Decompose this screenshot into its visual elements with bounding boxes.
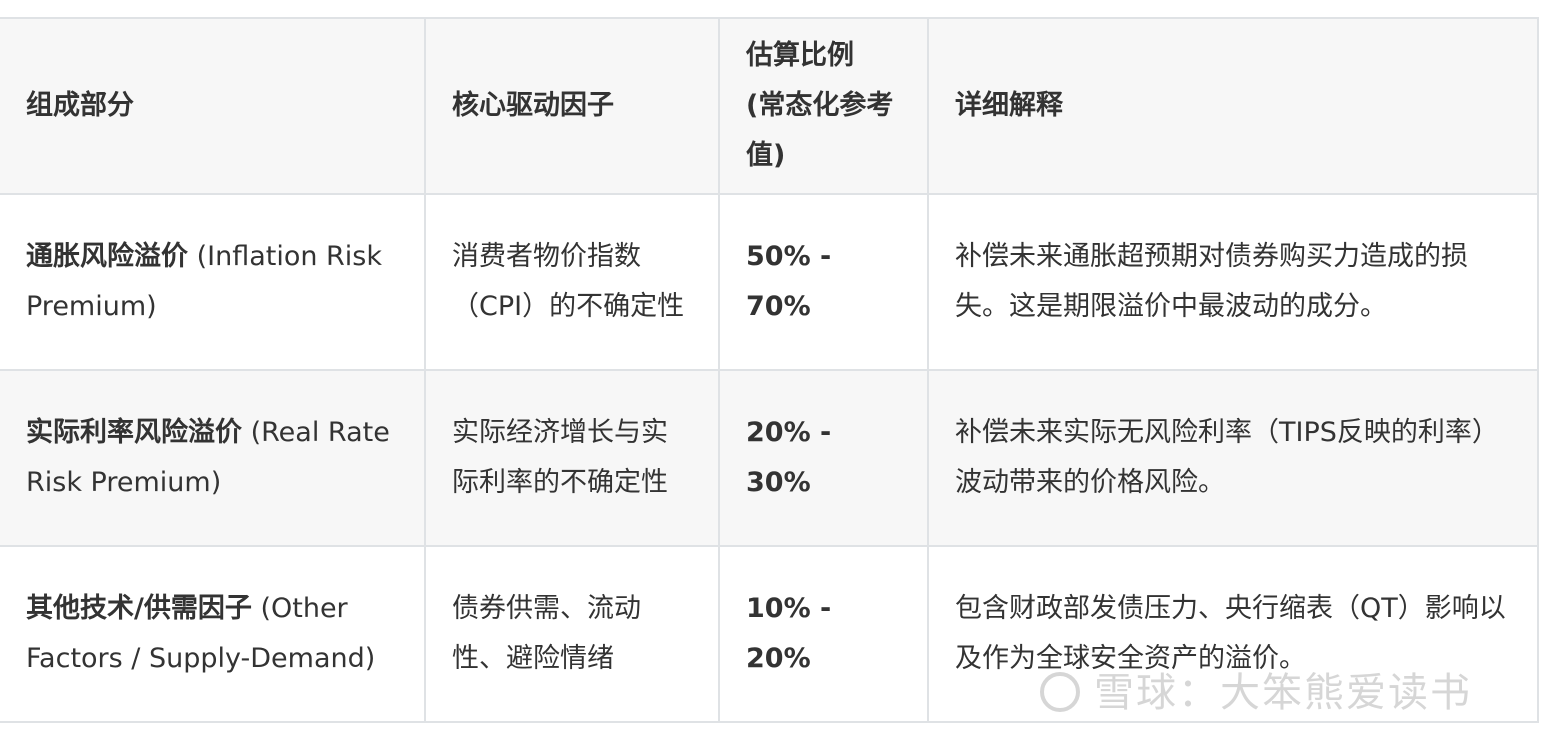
cell-detail: 补偿未来通胀超预期对债券购买力造成的损失。这是期限溢价中最波动的成分。 [927,193,1539,371]
cell-driver: 债券供需、流动性、避险情绪 [424,545,720,723]
cell-ratio: 10% - 20% [718,545,929,723]
cell-ratio: 20% - 30% [718,369,929,547]
cell-ratio: 50% - 70% [718,193,929,371]
table-row: 其他技术/供需因子 (Other Factors / Supply-Demand… [0,545,1539,723]
component-english: (Inflation Risk Premium) [26,241,383,322]
component-english: (Real Rate Risk Premium) [26,417,390,498]
ratio-value: 10% - 20% [746,593,832,674]
watermark-text: 雪球：大笨熊爱读书 [1094,670,1472,716]
table-row: 通胀风险溢价 (Inflation Risk Premium) 消费者物价指数（… [0,193,1539,371]
table-header-row: 组成部分 核心驱动因子 估算比例 (常态化参考值) 详细解释 [0,17,1539,195]
term-premium-table: 组成部分 核心驱动因子 估算比例 (常态化参考值) 详细解释 通胀风险溢价 (I… [0,17,1539,723]
component-english: (Other Factors / Supply-Demand) [26,593,376,674]
cell-driver: 消费者物价指数（CPI）的不确定性 [424,193,720,371]
component-name: 其他技术/供需因子 [26,593,252,624]
table-row: 实际利率风险溢价 (Real Rate Risk Premium) 实际经济增长… [0,369,1539,547]
component-name: 实际利率风险溢价 [26,417,242,448]
ratio-value: 50% - 70% [746,241,832,322]
cell-detail: 包含财政部发债压力、央行缩表（QT）影响以及作为全球安全资产的溢价。 [927,545,1539,723]
header-driver: 核心驱动因子 [424,17,720,195]
header-detail: 详细解释 [927,17,1539,195]
ratio-value: 20% - 30% [746,417,832,498]
header-ratio: 估算比例 (常态化参考值) [718,17,929,195]
component-name: 通胀风险溢价 [26,241,188,272]
cell-component: 其他技术/供需因子 (Other Factors / Supply-Demand… [0,545,426,723]
cell-component: 通胀风险溢价 (Inflation Risk Premium) [0,193,426,371]
cell-driver: 实际经济增长与实际利率的不确定性 [424,369,720,547]
watermark: 雪球：大笨熊爱读书 [1040,660,1472,718]
xueqiu-logo-icon [1040,672,1080,712]
cell-detail: 补偿未来实际无风险利率（TIPS反映的利率）波动带来的价格风险。 [927,369,1539,547]
cell-component: 实际利率风险溢价 (Real Rate Risk Premium) [0,369,426,547]
header-component: 组成部分 [0,17,426,195]
